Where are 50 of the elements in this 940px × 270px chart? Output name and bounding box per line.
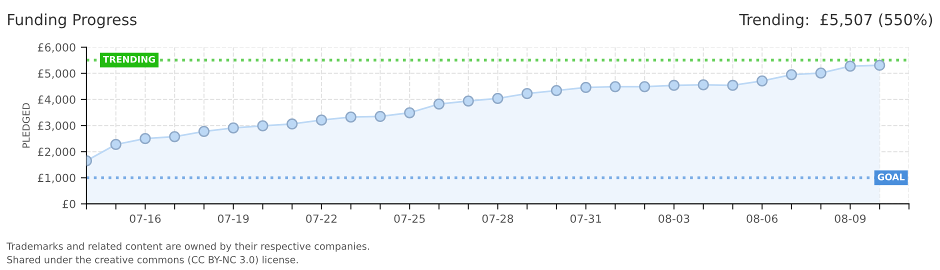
x-tick-label: 07-28: [482, 214, 514, 223]
point: [286, 118, 298, 130]
point: [345, 112, 356, 123]
text: Trademarks and related content are owned by their respective companies.: [6, 242, 369, 252]
point: [815, 68, 826, 79]
point: [198, 126, 210, 137]
point: [844, 60, 856, 72]
x-tick-label: 07-16: [130, 214, 161, 223]
y-tick-label: £2,000: [38, 148, 76, 158]
x-tick-label: 07-31: [570, 214, 601, 223]
x-tick-label: 07-19: [218, 214, 249, 223]
y-tick-label: £4,000: [38, 95, 76, 105]
point: [169, 131, 180, 142]
y-tick-label: £1,000: [38, 174, 76, 184]
point: [316, 114, 328, 126]
y-tick-label: £3,000: [38, 122, 76, 132]
point: [110, 138, 122, 150]
y-tick-label: £6,000: [38, 43, 76, 53]
x-tick-label: 07-22: [306, 214, 337, 223]
point: [874, 60, 886, 71]
x-tick-label: 08-03: [658, 214, 690, 223]
point: [257, 120, 268, 132]
point: [727, 80, 738, 91]
x-tick-label: 07-25: [394, 214, 425, 223]
chart-title: Funding Progress: [8, 14, 137, 28]
point: [404, 107, 416, 118]
point: [580, 82, 592, 93]
point: [462, 95, 474, 107]
point: [639, 81, 650, 92]
point: [374, 110, 386, 122]
x-tick-label: 08-09: [834, 214, 866, 223]
chart-subtitle: Trending: £5,507 (550%): [739, 14, 932, 28]
point: [492, 92, 504, 104]
x-tick-label: 08-06: [746, 214, 778, 223]
point: [786, 69, 798, 80]
point: [228, 122, 239, 134]
point: [698, 79, 709, 90]
y-tick-label: £5,000: [38, 69, 76, 79]
ref-line-label: GOAL: [878, 174, 905, 180]
text: Shared under the creative commons (CC BY-NC 3.0) license.: [7, 256, 298, 265]
point: [668, 80, 680, 91]
point: [140, 133, 151, 144]
ref-line-label: TRENDING: [102, 56, 155, 63]
point: [610, 81, 621, 92]
point: [550, 85, 562, 96]
point: [522, 88, 533, 100]
point: [433, 98, 445, 110]
y-axis-title: PLEDGED: [22, 103, 30, 148]
y-tick-label: £0: [62, 200, 76, 208]
point: [756, 75, 768, 86]
